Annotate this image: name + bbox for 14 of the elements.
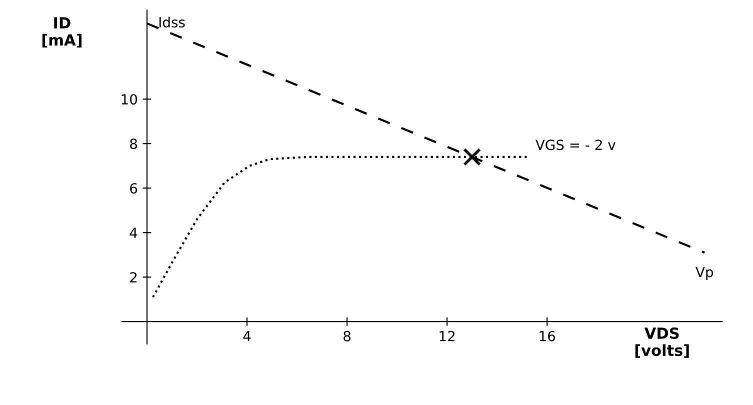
- x-axis-title: VDS [volts]: [635, 327, 689, 358]
- x-tick-label: 12: [440, 330, 455, 342]
- x-tick-label: 8: [344, 330, 351, 342]
- annotation: Vp: [696, 266, 714, 280]
- annotation: Idss: [159, 16, 185, 28]
- y-tick-label: 10: [122, 94, 138, 105]
- x-tick-label: 4: [243, 331, 251, 342]
- y-tick-label: 4: [130, 228, 138, 238]
- y-axis-title: ID [mA]: [42, 17, 82, 48]
- y-tick-label: 6: [130, 183, 138, 194]
- annotation: VGS = - 2 v: [536, 140, 616, 150]
- x-tick-label: 16: [540, 330, 556, 342]
- y-tick-label: 2: [130, 272, 137, 282]
- y-tick-label: 8: [130, 138, 138, 150]
